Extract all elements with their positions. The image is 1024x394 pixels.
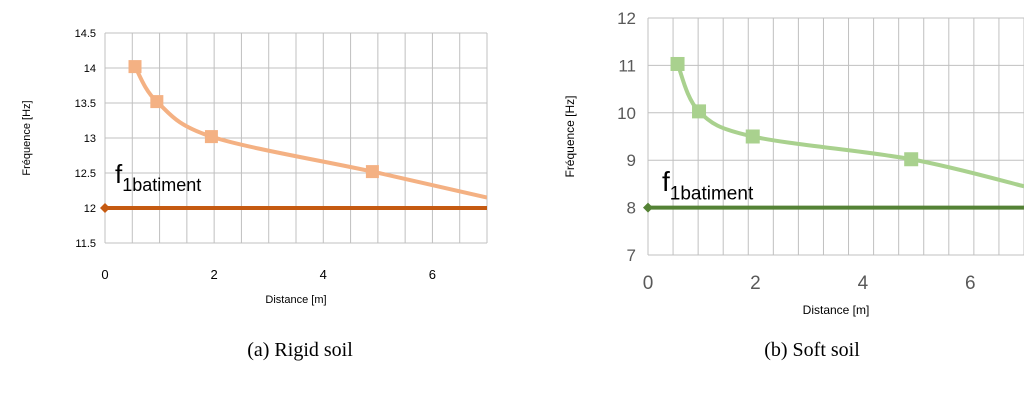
y-tick-label: 14 bbox=[84, 63, 96, 75]
annotation-subscript: 1batiment bbox=[670, 184, 754, 205]
x-tick-label: 6 bbox=[429, 267, 436, 282]
x-axis-label: Distance [m] bbox=[265, 294, 326, 306]
x-tick-label: 2 bbox=[211, 267, 218, 282]
y-tick-label: 8 bbox=[627, 199, 636, 218]
data-point-marker bbox=[745, 129, 760, 144]
x-tick-label: 6 bbox=[965, 273, 976, 294]
y-tick-label: 7 bbox=[627, 246, 636, 265]
y-axis-label: Fréquence [Hz] bbox=[21, 100, 33, 175]
annotation-f1batiment: f1batiment bbox=[115, 159, 201, 195]
series-1 bbox=[675, 63, 1024, 189]
grid bbox=[647, 17, 1024, 256]
x-tick-label: 4 bbox=[320, 267, 327, 282]
x-tick-label: 0 bbox=[101, 267, 108, 282]
y-tick-label: 12.5 bbox=[75, 168, 96, 180]
chart-soft-soil: 7 8 9 10 11 12 0 2 4 6 Distance [m] Fréquence [Hz] f… bbox=[563, 9, 1024, 317]
y-tick-label: 12 bbox=[84, 203, 96, 215]
x-tick-label: 2 bbox=[750, 273, 761, 294]
y-tick-label: 9 bbox=[627, 151, 636, 170]
y-tick-label: 13 bbox=[84, 133, 96, 145]
y-tick-label: 10 bbox=[617, 104, 636, 123]
annotation-main: f bbox=[115, 159, 123, 189]
data-point-marker bbox=[150, 95, 164, 109]
caption-rigid-soil: (a) Rigid soil bbox=[247, 339, 353, 361]
y-axis-label: Fréquence [Hz] bbox=[563, 95, 577, 177]
data-point-marker bbox=[128, 60, 142, 74]
chart-rigid-soil: 11.5 12 12.5 13 13.5 14 14.5 0 2 4 6 Distance [m] Fr… bbox=[21, 28, 488, 306]
data-point-marker bbox=[904, 152, 919, 167]
y-tick-label: 14.5 bbox=[75, 28, 96, 40]
y-tick-label: 11.5 bbox=[75, 238, 96, 250]
grid bbox=[104, 32, 488, 244]
data-point-marker bbox=[100, 203, 110, 213]
annotation-subscript: 1batiment bbox=[122, 175, 201, 195]
annotation-main: f bbox=[662, 166, 670, 197]
series-line bbox=[675, 63, 1024, 189]
data-point-marker bbox=[365, 165, 379, 179]
data-point-marker bbox=[204, 130, 218, 144]
data-point-marker bbox=[643, 202, 653, 213]
chart-panel-soft-soil: 7 8 9 10 11 12 0 2 4 6 Distance [m] Fréquence [Hz] f… bbox=[512, 0, 1024, 389]
x-tick-label: 4 bbox=[858, 273, 869, 294]
x-axis-label: Distance [m] bbox=[803, 303, 870, 317]
data-point-marker bbox=[670, 56, 685, 71]
y-tick-label: 13.5 bbox=[75, 98, 96, 110]
y-tick-label: 11 bbox=[618, 56, 636, 75]
data-point-marker bbox=[692, 104, 707, 119]
chart-panel-rigid-soil: 11.5 12 12.5 13 13.5 14 14.5 0 2 4 6 Distance [m] Fr… bbox=[0, 0, 512, 389]
x-tick-label: 0 bbox=[643, 273, 654, 294]
annotation-f1batiment: f1batiment bbox=[662, 166, 754, 205]
caption-soft-soil: (b) Soft soil bbox=[764, 339, 860, 361]
y-tick-label: 12 bbox=[617, 9, 636, 28]
